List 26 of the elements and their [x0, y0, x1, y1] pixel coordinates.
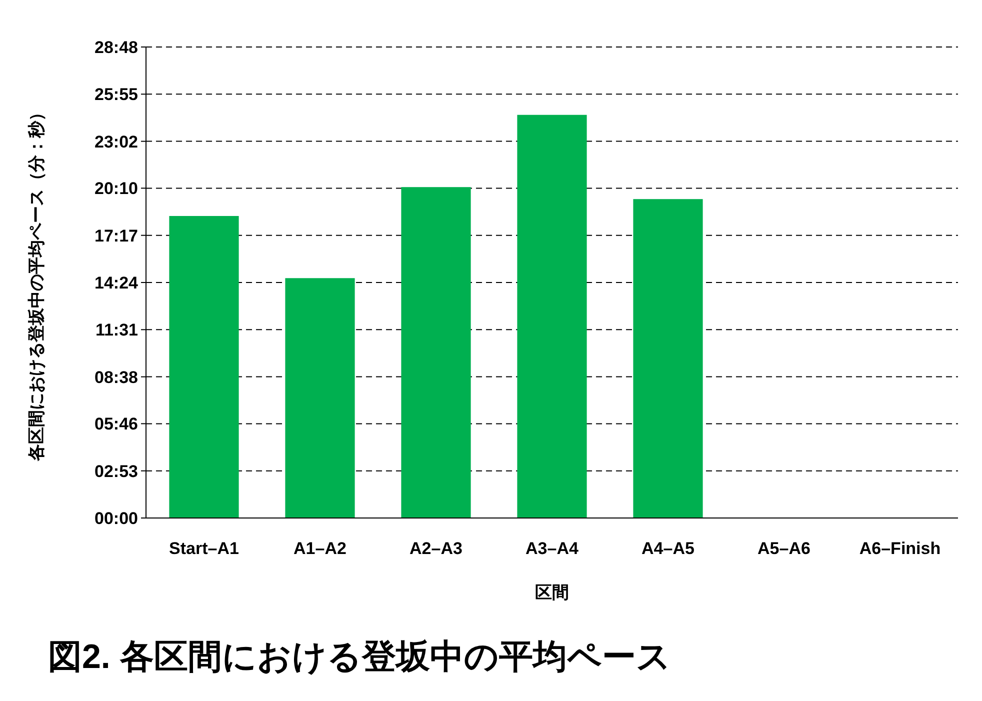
x-tick-label: A2–A3 — [410, 539, 462, 558]
y-tick-label: 25:55 — [94, 85, 138, 104]
y-tick-label: 14:24 — [94, 273, 139, 292]
y-tick-label: 17:17 — [94, 226, 138, 246]
text: 図2. 各区間における登坂中の平均ペース — [48, 638, 671, 676]
y-tick-label: 02:53 — [94, 462, 138, 481]
x-tick-label: A3–A4 — [526, 539, 579, 558]
y-tick-label: 00:00 — [94, 508, 138, 528]
y-tick-label: 08:38 — [94, 368, 138, 387]
x-tick-label: A6–Finish — [859, 539, 941, 558]
x-tick-label: A5–A6 — [758, 539, 810, 558]
y-tick-label: 05:46 — [94, 414, 138, 434]
x-axis-title: 区間 — [535, 583, 569, 602]
y-tick-label: 11:31 — [95, 320, 138, 340]
y-axis-title: 各区間における登坂中の平均ペース（分：秒） — [27, 104, 46, 462]
y-tick-label: 20:10 — [94, 179, 138, 198]
bar — [169, 216, 239, 518]
x-tick-label: A4–A5 — [642, 539, 694, 558]
x-tick-label: A1–A2 — [294, 539, 346, 558]
bar — [285, 278, 355, 518]
bar — [401, 187, 471, 518]
y-tick-label: 23:02 — [94, 132, 138, 152]
bar — [517, 114, 587, 518]
y-tick-label: 28:48 — [94, 38, 138, 57]
x-tick-label: Start–A1 — [169, 539, 239, 558]
bar — [633, 199, 703, 518]
